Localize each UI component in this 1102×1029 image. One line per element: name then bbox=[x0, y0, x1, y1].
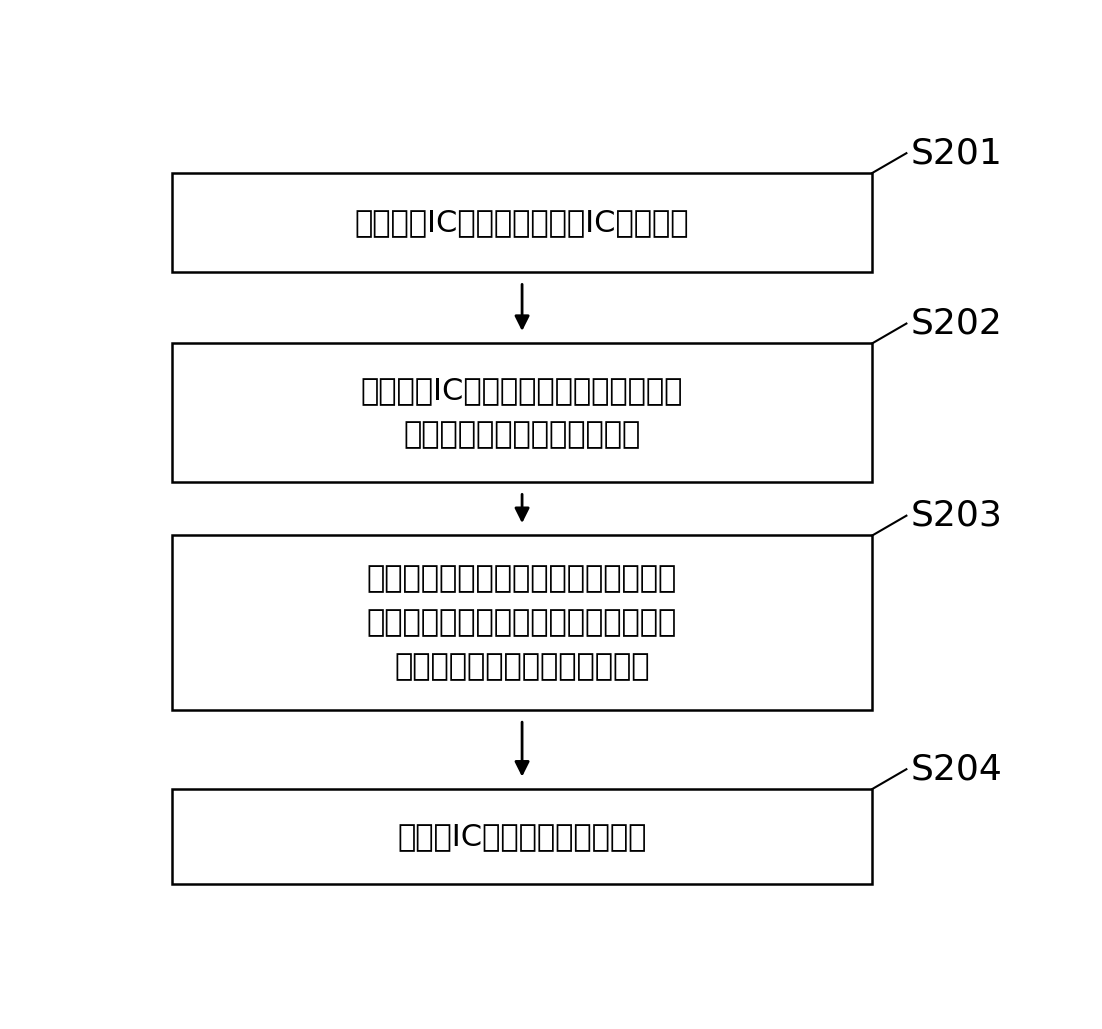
Text: 当检测到IC卡时，读取所述IC卡的信息: 当检测到IC卡时，读取所述IC卡的信息 bbox=[355, 208, 690, 237]
Text: 将所述交易申请发送至服务器: 将所述交易申请发送至服务器 bbox=[403, 420, 640, 449]
Text: S201: S201 bbox=[910, 136, 1003, 170]
Bar bbox=[172, 535, 873, 710]
Text: S202: S202 bbox=[910, 307, 1003, 341]
Text: 及交易密鑰，并根据所述交易过程数据: 及交易密鑰，并根据所述交易过程数据 bbox=[367, 608, 678, 637]
Text: 向所述IC卡发送所述交易指令: 向所述IC卡发送所述交易指令 bbox=[398, 822, 647, 851]
Text: 以及所述交易密鑰生成交易指令: 以及所述交易密鑰生成交易指令 bbox=[395, 651, 650, 681]
Text: 根据所述服务器发送的交易过程数据以: 根据所述服务器发送的交易过程数据以 bbox=[367, 565, 678, 594]
Text: S203: S203 bbox=[910, 499, 1003, 533]
Text: S204: S204 bbox=[910, 752, 1003, 786]
Bar bbox=[172, 789, 873, 884]
Bar bbox=[172, 344, 873, 482]
Text: 根据所述IC卡的信息生成交易申请，并: 根据所述IC卡的信息生成交易申请，并 bbox=[360, 377, 683, 405]
Bar bbox=[172, 173, 873, 272]
